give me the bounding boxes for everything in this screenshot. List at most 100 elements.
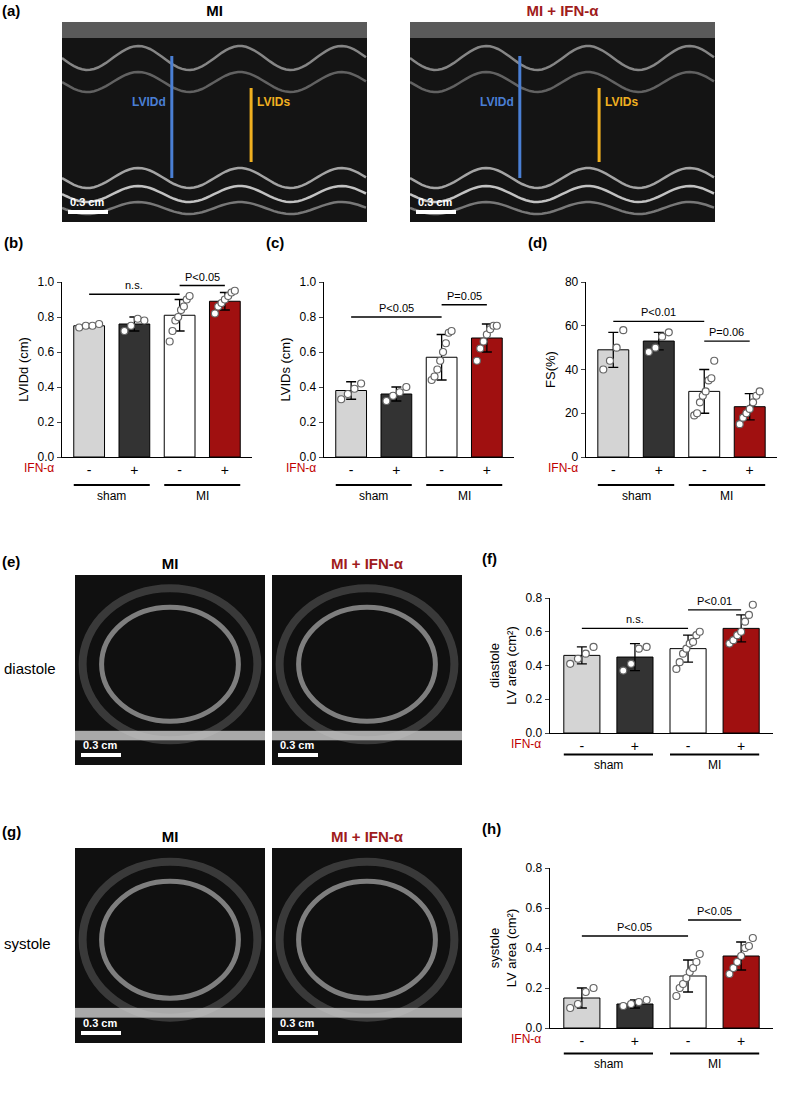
svg-text:0.0: 0.0	[38, 450, 55, 464]
svg-text:0.3 cm: 0.3 cm	[280, 739, 314, 751]
svg-text:MI: MI	[458, 489, 471, 503]
svg-text:20: 20	[565, 406, 579, 420]
svg-text:LVIDd (cm): LVIDd (cm)	[16, 337, 31, 402]
html-text:(a): (a)	[2, 2, 21, 19]
svg-text:0.8: 0.8	[526, 861, 543, 875]
svg-text:0.4: 0.4	[300, 380, 317, 394]
html-text:diastole: diastole	[4, 660, 56, 677]
svg-text:P<0.05: P<0.05	[379, 302, 414, 314]
svg-text:LVIDs: LVIDs	[257, 95, 290, 109]
html-text:systole: systole	[4, 935, 51, 952]
svg-text:LVIDs: LVIDs	[605, 95, 638, 109]
svg-text:40: 40	[565, 363, 579, 377]
html-text:(e): (e)	[2, 553, 21, 570]
svg-text:-: -	[580, 738, 585, 754]
svg-text:0.2: 0.2	[300, 415, 317, 429]
svg-text:0.3 cm: 0.3 cm	[83, 739, 117, 751]
svg-text:MI: MI	[708, 1057, 721, 1071]
svg-text:diastoleLV area (cm²): diastoleLV area (cm²)	[487, 626, 519, 705]
svg-text:+: +	[655, 462, 663, 478]
svg-text:0.3 cm: 0.3 cm	[280, 1017, 314, 1029]
svg-text:1.0: 1.0	[300, 275, 317, 289]
svg-text:0.8: 0.8	[526, 591, 543, 605]
svg-text:IFN-α: IFN-α	[548, 461, 578, 475]
svg-text:-: -	[702, 462, 707, 478]
svg-text:0.2: 0.2	[526, 692, 543, 706]
svg-text:MI: MI	[708, 758, 721, 772]
html-text:MI: MI	[161, 555, 179, 572]
svg-text:sham: sham	[97, 489, 126, 503]
svg-text:+: +	[737, 1033, 745, 1049]
html-text:MI + IFN-α: MI + IFN-α	[330, 828, 404, 845]
svg-text:sham: sham	[594, 758, 623, 772]
svg-text:+: +	[392, 462, 400, 478]
svg-text:MI: MI	[720, 489, 733, 503]
svg-text:-: -	[349, 462, 354, 478]
html-text:MI: MI	[161, 828, 179, 845]
svg-text:-: -	[686, 1033, 691, 1049]
svg-text:n.s.: n.s.	[626, 613, 644, 625]
svg-text:P<0.05: P<0.05	[617, 921, 652, 933]
svg-text:-: -	[580, 1033, 585, 1049]
svg-text:MI: MI	[196, 489, 209, 503]
svg-text:-: -	[87, 462, 92, 478]
svg-text:-: -	[686, 738, 691, 754]
svg-text:-: -	[439, 462, 444, 478]
svg-text:0.0: 0.0	[300, 450, 317, 464]
html-text:(c): (c)	[266, 234, 285, 251]
svg-text:IFN-α: IFN-α	[286, 461, 316, 475]
svg-text:+: +	[221, 462, 229, 478]
svg-text:0.6: 0.6	[38, 345, 55, 359]
svg-text:0.6: 0.6	[526, 625, 543, 639]
svg-text:0.3 cm: 0.3 cm	[418, 196, 452, 208]
svg-text:0.6: 0.6	[526, 901, 543, 915]
svg-text:0.3 cm: 0.3 cm	[70, 196, 104, 208]
svg-text:+: +	[631, 1033, 639, 1049]
svg-text:sham: sham	[594, 1057, 623, 1071]
svg-text:+: +	[746, 462, 754, 478]
svg-text:0.8: 0.8	[38, 310, 55, 324]
svg-text:+: +	[130, 462, 138, 478]
svg-text:P=0.05: P=0.05	[447, 290, 482, 302]
svg-text:P<0.01: P<0.01	[641, 306, 676, 318]
svg-text:IFN-α: IFN-α	[24, 461, 54, 475]
html-text:MI: MI	[206, 2, 223, 19]
svg-text:0.8: 0.8	[300, 310, 317, 324]
svg-text:0.0: 0.0	[526, 1021, 543, 1035]
svg-text:1.0: 1.0	[38, 275, 55, 289]
html-text:(b): (b)	[4, 234, 24, 251]
svg-text:0.2: 0.2	[526, 981, 543, 995]
svg-text:LVIDd: LVIDd	[480, 95, 514, 109]
svg-text:0.3 cm: 0.3 cm	[83, 1017, 117, 1029]
svg-text:+: +	[483, 462, 491, 478]
svg-text:n.s.: n.s.	[125, 279, 143, 291]
svg-text:0.4: 0.4	[526, 659, 543, 673]
html-text:MI + IFN-α: MI + IFN-α	[330, 555, 404, 572]
svg-text:0.4: 0.4	[38, 380, 55, 394]
svg-text:LVIDd: LVIDd	[132, 95, 166, 109]
html-text:MI + IFN-α: MI + IFN-α	[526, 2, 599, 19]
svg-text:systoleLV area (cm²): systoleLV area (cm²)	[487, 909, 519, 988]
svg-text:0.4: 0.4	[526, 941, 543, 955]
svg-text:0.6: 0.6	[300, 345, 317, 359]
svg-text:-: -	[177, 462, 182, 478]
svg-text:IFN-α: IFN-α	[511, 1032, 541, 1046]
svg-text:80: 80	[565, 275, 579, 289]
svg-text:sham: sham	[359, 489, 388, 503]
svg-text:+: +	[737, 738, 745, 754]
svg-text:0.2: 0.2	[38, 415, 55, 429]
html-text:(g): (g)	[2, 823, 22, 840]
svg-text:0.0: 0.0	[526, 726, 543, 740]
svg-text:-: -	[611, 462, 616, 478]
svg-text:P<0.05: P<0.05	[697, 905, 732, 917]
svg-text:P<0.05: P<0.05	[185, 271, 220, 283]
svg-text:FS(%): FS(%)	[543, 351, 558, 388]
svg-text:P<0.01: P<0.01	[697, 595, 732, 607]
svg-text:LVIDs (cm): LVIDs (cm)	[278, 337, 293, 401]
svg-text:P=0.06: P=0.06	[709, 326, 744, 338]
svg-text:sham: sham	[622, 489, 651, 503]
svg-text:+: +	[631, 738, 639, 754]
svg-text:60: 60	[565, 319, 579, 333]
svg-text:0: 0	[572, 450, 579, 464]
svg-text:IFN-α: IFN-α	[511, 737, 541, 751]
